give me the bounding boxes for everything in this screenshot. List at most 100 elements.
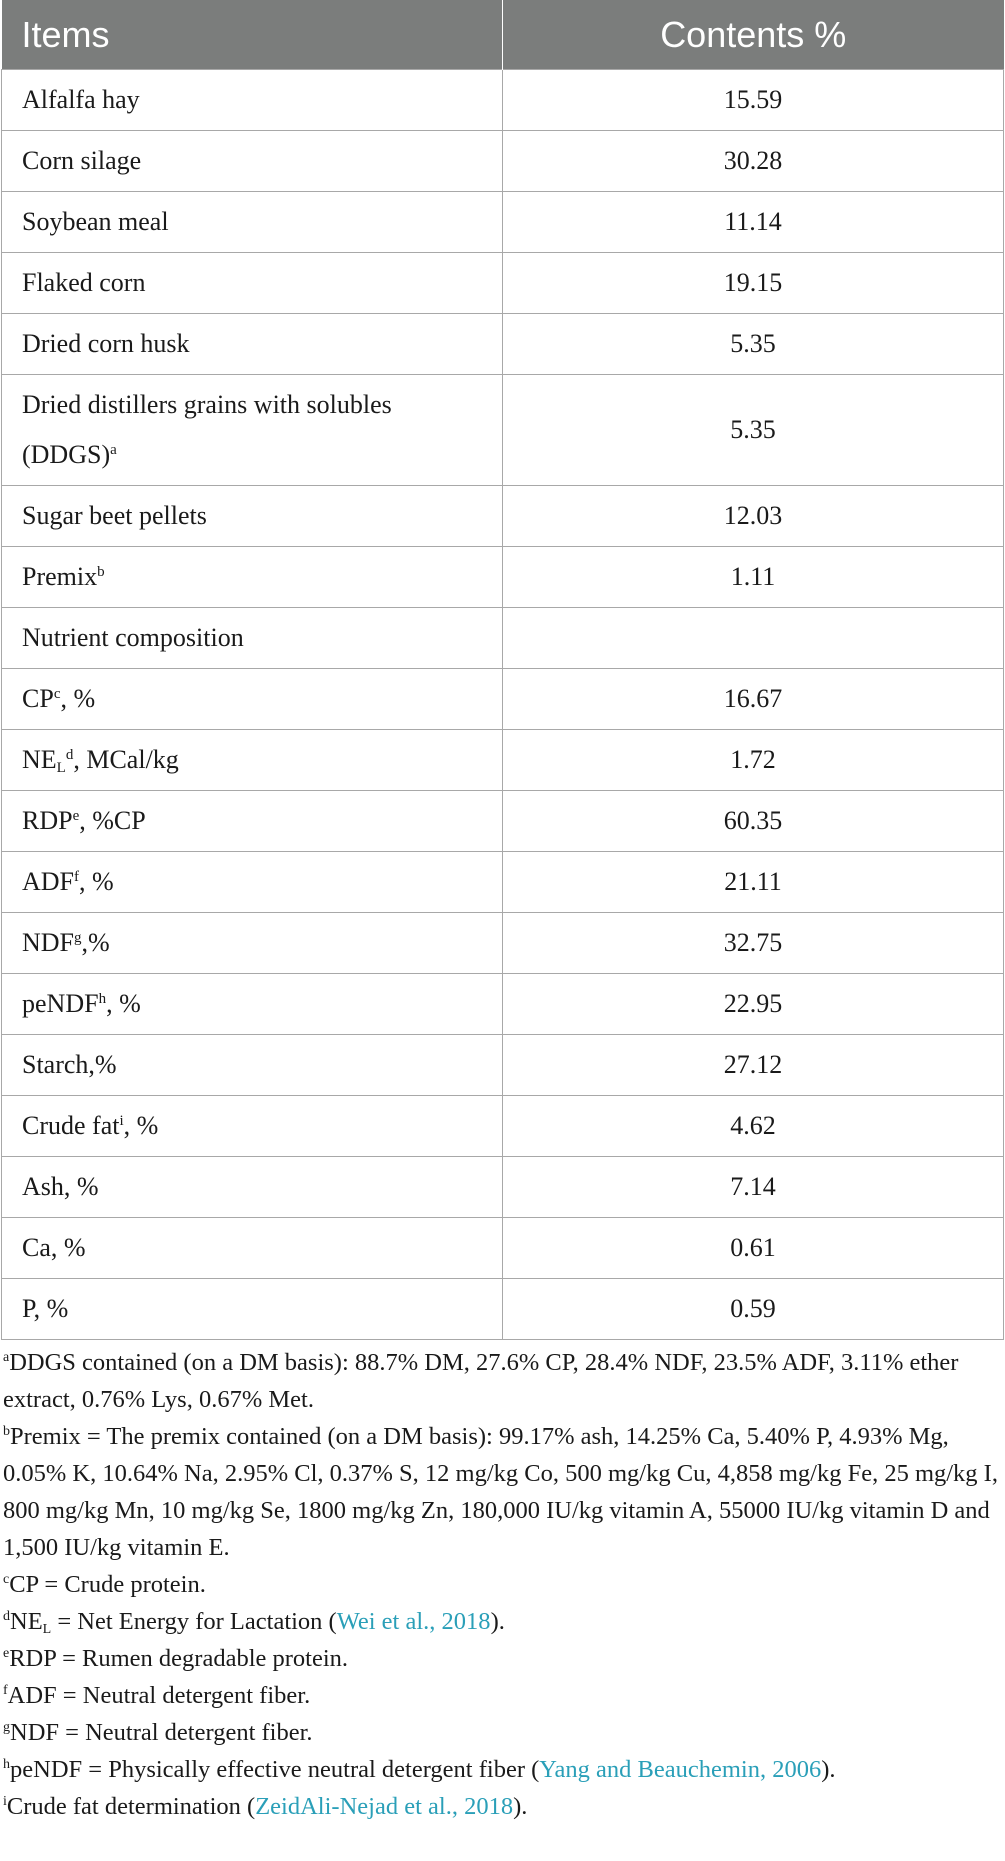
footnote-marker: h [98, 991, 107, 1007]
row-value: 0.59 [502, 1278, 1004, 1340]
table-row: Sugar beet pellets 12.03 [1, 485, 1004, 547]
table-row: NDFg,% 32.75 [1, 912, 1004, 974]
footnote-text: Premix = The premix contained (on a DM b… [3, 1423, 998, 1561]
row-label: CPc, % [1, 668, 503, 730]
footnote-marker: a [110, 442, 117, 458]
row-label: NELd, MCal/kg [1, 729, 503, 791]
footnote-g: gNDF = Neutral detergent fiber. [3, 1714, 1001, 1751]
row-value: 12.03 [502, 485, 1004, 547]
row-value: 5.35 [502, 313, 1004, 375]
row-label-text: Crude fat [22, 1111, 120, 1140]
footnote-text: ADF = Neutral detergent fiber. [7, 1682, 311, 1709]
row-label: Soybean meal [1, 191, 503, 253]
footnote-marker: g [74, 930, 82, 946]
footnote-text: CP = Crude protein. [9, 1571, 206, 1598]
row-label-text: peNDF [22, 989, 99, 1018]
row-label: Ash, % [1, 1156, 503, 1218]
row-label-text: (DDGS) [22, 440, 111, 469]
citation-link-wei-2018[interactable]: Wei et al., 2018 [336, 1608, 491, 1635]
footnote-text: = Net Energy for Lactation ( [51, 1608, 337, 1635]
row-value: 11.14 [502, 191, 1004, 253]
footnote-marker: b [97, 564, 105, 580]
row-label-text: RDP [22, 806, 73, 835]
citation-link-zeidali-nejad-2018[interactable]: ZeidAli-Nejad et al., 2018 [255, 1793, 514, 1820]
row-label-text: Premix [22, 562, 98, 591]
row-label: peNDFh, % [1, 973, 503, 1035]
row-label-suffix: , % [60, 684, 96, 713]
footnote-marker: i [119, 1113, 124, 1129]
row-value: 19.15 [502, 252, 1004, 314]
row-label-suffix: , %CP [79, 806, 146, 835]
table-row: Flaked corn 19.15 [1, 252, 1004, 314]
footnote-text-end: ). [490, 1608, 505, 1635]
table-row: Ca, % 0.61 [1, 1217, 1004, 1279]
footnote-text: RDP = Rumen degradable protein. [9, 1645, 349, 1672]
row-label-suffix: , % [79, 867, 114, 896]
table-header-row: Items Contents % [1, 0, 1004, 70]
column-header-contents: Contents % [502, 0, 1004, 70]
row-value: 1.11 [502, 546, 1004, 608]
row-value: 30.28 [502, 130, 1004, 192]
row-label: Premixb [1, 546, 503, 608]
table-row: NELd, MCal/kg 1.72 [1, 729, 1004, 791]
row-label-text: NE [22, 745, 57, 774]
row-value: 1.72 [502, 729, 1004, 791]
table-row: CPc, % 16.67 [1, 668, 1004, 730]
row-value: 15.59 [502, 69, 1004, 131]
row-label-suffix: , MCal/kg [73, 745, 179, 774]
row-value: 7.14 [502, 1156, 1004, 1218]
row-label: Starch,% [1, 1034, 503, 1096]
footnote-mark: e [3, 1646, 10, 1661]
footnote-mark: a [3, 1350, 10, 1365]
row-value: 21.11 [502, 851, 1004, 913]
row-value [502, 607, 1004, 669]
footnote-mark: f [3, 1683, 8, 1698]
row-label-text: NDF [22, 928, 75, 957]
row-label-suffix: ,% [81, 928, 110, 957]
footnote-text: peNDF = Physically effective neutral det… [10, 1756, 540, 1783]
row-value: 16.67 [502, 668, 1004, 730]
row-value: 27.12 [502, 1034, 1004, 1096]
citation-link-yang-2006[interactable]: Yang and Beauchemin, 2006 [539, 1756, 822, 1783]
row-label: Dried corn husk [1, 313, 503, 375]
footnote-mark: h [3, 1757, 10, 1772]
table-row: Soybean meal 11.14 [1, 191, 1004, 253]
row-label-text: CP [22, 684, 54, 713]
row-label: NDFg,% [1, 912, 503, 974]
footnote-mark: c [3, 1572, 10, 1587]
row-label-suffix: , % [106, 989, 141, 1018]
row-label: P, % [1, 1278, 503, 1340]
footnote-mark: d [3, 1609, 10, 1624]
composition-table-container: Items Contents % Alfalfa hay 15.59 Corn … [1, 0, 1004, 1340]
row-label: Crude fati, % [1, 1095, 503, 1157]
footnote-mark: g [3, 1720, 10, 1735]
footnote-h: hpeNDF = Physically effective neutral de… [3, 1751, 1001, 1788]
column-header-items: Items [1, 0, 503, 70]
footnote-subscript: L [42, 1622, 52, 1637]
row-value: 0.61 [502, 1217, 1004, 1279]
footnote-marker: c [53, 686, 61, 702]
table-row: P, % 0.59 [1, 1278, 1004, 1340]
table-footnotes: aDDGS contained (on a DM basis): 88.7% D… [0, 1344, 1005, 1825]
table-row: Corn silage 30.28 [1, 130, 1004, 192]
table-row: Starch,% 27.12 [1, 1034, 1004, 1096]
footnote-e: eRDP = Rumen degradable protein. [3, 1640, 1001, 1677]
row-label-line-1: Dried distillers grains with solubles [22, 390, 392, 419]
row-label: Sugar beet pellets [1, 485, 503, 547]
row-value: 5.35 [502, 374, 1004, 486]
footnote-text: Crude fat determination ( [6, 1793, 256, 1820]
footnote-marker: f [74, 869, 80, 885]
footnote-text: NDF = Neutral detergent fiber. [10, 1719, 313, 1746]
footnote-i: iCrude fat determination (ZeidAli-Nejad … [3, 1788, 1001, 1825]
row-label: RDPe, %CP [1, 790, 503, 852]
footnote-a: aDDGS contained (on a DM basis): 88.7% D… [3, 1344, 1001, 1418]
composition-table: Items Contents % Alfalfa hay 15.59 Corn … [1, 0, 1004, 1340]
row-label: Dried distillers grains with solubles (D… [1, 374, 503, 486]
footnote-text: DDGS contained (on a DM basis): 88.7% DM… [3, 1349, 959, 1413]
footnote-marker: e [72, 808, 80, 824]
table-row: Alfalfa hay 15.59 [1, 69, 1004, 131]
row-value: 32.75 [502, 912, 1004, 974]
table-row: Dried distillers grains with solubles (D… [1, 374, 1004, 486]
footnote-b: bPremix = The premix contained (on a DM … [3, 1418, 1001, 1566]
table-row: ADFf, % 21.11 [1, 851, 1004, 913]
